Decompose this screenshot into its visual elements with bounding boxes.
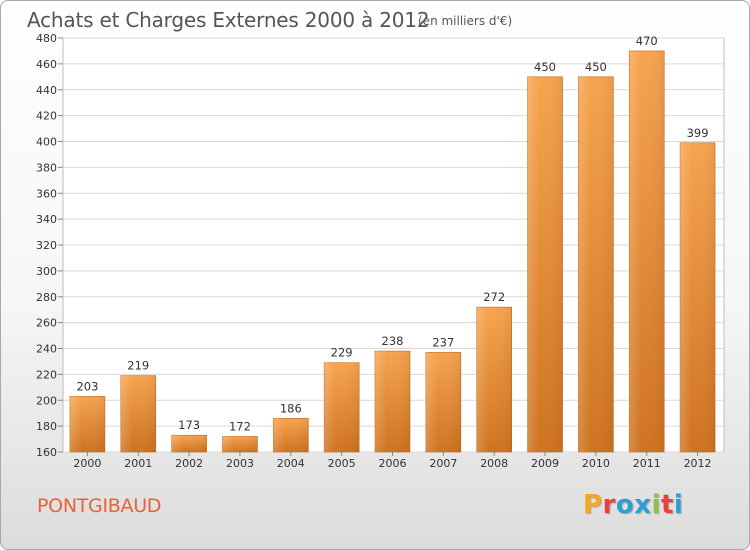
- chart-title: Achats et Charges Externes 2000 à 2012: [27, 8, 430, 32]
- y-tick-label: 480: [36, 32, 57, 45]
- bar-shade-2001: [120, 375, 156, 452]
- y-tick-label: 220: [36, 368, 57, 381]
- bar-shade-2007: [425, 352, 461, 452]
- y-tick-label: 400: [36, 136, 57, 149]
- brand-letter: o: [615, 490, 635, 520]
- data-label-2005: 229: [331, 346, 353, 360]
- bar-shade-2000: [69, 396, 105, 452]
- x-tick-label-2010: 2010: [582, 457, 610, 470]
- y-tick-label: 260: [36, 317, 57, 330]
- brand-letter: x: [634, 490, 652, 520]
- brand-letter: t: [660, 490, 674, 520]
- data-label-2010: 450: [585, 60, 607, 74]
- x-tick-label-2011: 2011: [633, 457, 661, 470]
- x-tick-label-2004: 2004: [277, 457, 305, 470]
- bar-shade-2004: [273, 418, 309, 452]
- x-tick-label-2005: 2005: [328, 457, 356, 470]
- y-tick-label: 420: [36, 110, 57, 123]
- y-tick-label: 160: [36, 446, 57, 459]
- y-tick-label: 460: [36, 58, 57, 71]
- data-label-2003: 172: [229, 419, 251, 433]
- y-tick-label: 380: [36, 161, 57, 174]
- data-label-2006: 238: [382, 334, 404, 348]
- commune-name: PONTGIBAUD: [37, 495, 162, 517]
- bar-shade-2012: [680, 142, 716, 452]
- bar-shade-2008: [476, 307, 512, 452]
- bar-shade-2006: [375, 351, 410, 452]
- x-tick-label-2007: 2007: [429, 457, 457, 470]
- bar-shade-2002: [171, 435, 207, 452]
- y-tick-label: 300: [36, 265, 57, 278]
- y-tick-label: 240: [36, 343, 57, 356]
- data-label-2008: 272: [483, 290, 505, 304]
- data-label-2002: 173: [178, 418, 200, 432]
- bar-shade-2005: [324, 362, 360, 452]
- y-tick-label: 320: [36, 239, 57, 252]
- x-tick-label-2006: 2006: [379, 457, 407, 470]
- brand-letter: r: [602, 490, 616, 520]
- x-tick-label-2012: 2012: [684, 457, 712, 470]
- x-tick-label-2001: 2001: [124, 457, 152, 470]
- x-tick-label-2000: 2000: [73, 457, 101, 470]
- data-label-2007: 237: [432, 335, 454, 349]
- data-label-2011: 470: [636, 34, 658, 48]
- data-label-2009: 450: [534, 60, 556, 74]
- x-tick-label-2009: 2009: [531, 457, 559, 470]
- bar-shade-2009: [527, 76, 563, 452]
- data-label-2004: 186: [280, 401, 302, 415]
- data-label-2001: 219: [127, 359, 149, 373]
- x-tick-label-2003: 2003: [226, 457, 254, 470]
- y-tick-label: 340: [36, 213, 57, 226]
- y-tick-label: 280: [36, 291, 57, 304]
- chart-subtitle: (en milliers d'€): [418, 14, 513, 28]
- data-label-2000: 203: [76, 379, 98, 393]
- brand-letter: i: [651, 490, 661, 520]
- bar-shade-2003: [222, 436, 258, 452]
- x-tick-label-2002: 2002: [175, 457, 203, 470]
- x-tick-label-2008: 2008: [480, 457, 508, 470]
- y-tick-label: 440: [36, 84, 57, 97]
- bar-shade-2011: [629, 50, 665, 452]
- brand-letter: P: [583, 490, 603, 520]
- y-tick-label: 180: [36, 420, 57, 433]
- data-label-2012: 399: [687, 126, 709, 140]
- y-tick-label: 360: [36, 187, 57, 200]
- bar-shade-2010: [578, 76, 614, 452]
- proxiti-logo[interactable]: Proxiti: [583, 490, 683, 520]
- brand-letter: i: [673, 490, 684, 520]
- y-tick-label: 200: [36, 394, 57, 407]
